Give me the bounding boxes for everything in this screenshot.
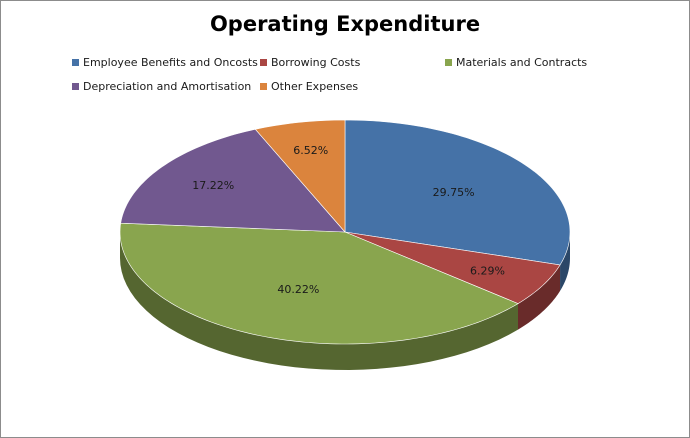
data-label-depreciation: 17.22% xyxy=(192,179,234,192)
legend-label-depreciation: Depreciation and Amortisation xyxy=(83,79,252,93)
legend-swatch-materials-contracts xyxy=(445,58,452,66)
legend-item-borrowing-costs: Borrowing Costs xyxy=(260,55,360,69)
pie-slice-borrowing-costs xyxy=(344,231,561,304)
legend-item-employee-benefits: Employee Benefits and Oncosts xyxy=(72,55,258,69)
legend-swatch-borrowing-costs xyxy=(260,58,267,66)
pie-slice-other-expenses xyxy=(254,119,346,233)
pie-slice-depreciation xyxy=(120,128,346,233)
legend-item-other-expenses: Other Expenses xyxy=(260,79,358,93)
pie-side-borrowing-costs xyxy=(518,264,561,330)
data-label-materials-contracts: 40.22% xyxy=(277,283,319,296)
data-label-other-expenses: 6.52% xyxy=(293,144,328,157)
legend-swatch-depreciation xyxy=(72,82,79,90)
pie-slice-materials-contracts xyxy=(119,222,519,345)
legend-label-employee-benefits: Employee Benefits and Oncosts xyxy=(83,55,258,69)
legend-label-other-expenses: Other Expenses xyxy=(271,79,359,93)
pie-side-employee-benefits xyxy=(560,232,570,291)
legend-swatch-other-expenses xyxy=(260,82,267,90)
legend-label-materials-contracts: Materials and Contracts xyxy=(456,55,588,69)
legend-label-borrowing-costs: Borrowing Costs xyxy=(271,55,361,69)
chart-title: Operating Expenditure xyxy=(209,12,481,36)
data-label-employee-benefits: 29.75% xyxy=(433,186,475,199)
legend-item-materials-contracts: Materials and Contracts xyxy=(445,55,587,69)
legend-swatch-employee-benefits xyxy=(72,58,79,66)
pie-side-materials-contracts xyxy=(120,232,518,370)
data-label-borrowing-costs: 6.29% xyxy=(470,264,505,277)
pie-slice-employee-benefits xyxy=(344,119,571,266)
legend-item-depreciation: Depreciation and Amortisation xyxy=(72,79,251,93)
